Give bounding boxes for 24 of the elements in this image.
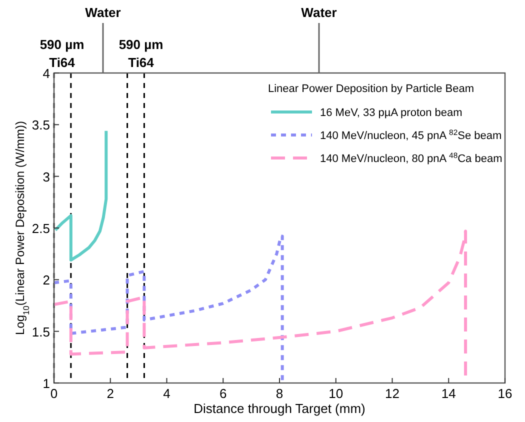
line-series bbox=[54, 129, 108, 262]
x-tick-label: 16 bbox=[498, 386, 512, 401]
x-axis-title: Distance through Target (mm) bbox=[194, 401, 366, 416]
legend-title: Linear Power Deposition by Particle Beam bbox=[268, 83, 474, 95]
y-tick-label: 2.5 bbox=[32, 221, 50, 236]
y-tick-label: 3.5 bbox=[32, 118, 50, 133]
x-tick-label: 8 bbox=[276, 386, 284, 401]
x-tick-label: 14 bbox=[441, 386, 456, 401]
text: Water bbox=[85, 5, 121, 20]
legend-label: 16 MeV, 33 pµA proton beam bbox=[320, 107, 462, 119]
legend-label: 140 MeV/nucleon, 45 pnA $^{82}$Se beam bbox=[320, 128, 502, 142]
x-tick-label: 10 bbox=[328, 386, 344, 401]
y-tick-label: 3 bbox=[42, 169, 50, 184]
legend-label: 140 MeV/nucleon, 80 pnA $^{48}$Ca beam bbox=[320, 150, 502, 165]
x-tick-label: 0 bbox=[50, 386, 58, 401]
x-tick-label: 4 bbox=[163, 386, 170, 401]
y-tick-label: 1 bbox=[42, 376, 50, 391]
y-tick-label: 1.5 bbox=[32, 324, 50, 340]
y-tick-label: 2 bbox=[42, 272, 50, 288]
x-tick-label: 6 bbox=[220, 386, 227, 401]
text: 590 µm Ti64 bbox=[118, 37, 164, 70]
text: Water bbox=[301, 5, 337, 20]
x-tick-label: 2 bbox=[106, 386, 114, 401]
x-tick-label: 12 bbox=[385, 386, 400, 401]
